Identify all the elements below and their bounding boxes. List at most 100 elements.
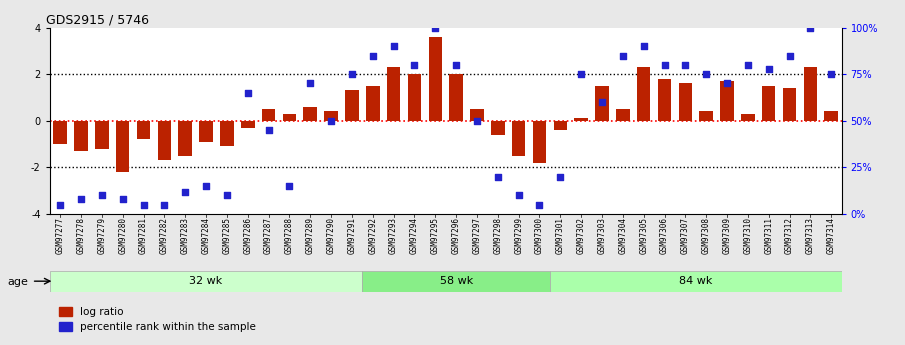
Text: GSM97279: GSM97279	[98, 217, 107, 254]
Bar	[595, 86, 609, 121]
Point	[345, 71, 359, 77]
Point	[53, 202, 68, 207]
Point	[824, 71, 838, 77]
Point	[511, 193, 526, 198]
Text: GSM97293: GSM97293	[389, 217, 398, 254]
Bar	[804, 67, 817, 121]
Text: GSM97285: GSM97285	[223, 217, 232, 254]
Point	[282, 183, 297, 189]
Text: GSM97295: GSM97295	[431, 217, 440, 254]
Text: GSM97287: GSM97287	[264, 217, 273, 254]
Text: GSM97300: GSM97300	[535, 217, 544, 254]
Bar	[471, 109, 484, 121]
Legend: log ratio, percentile rank within the sample: log ratio, percentile rank within the sa…	[55, 303, 260, 336]
Bar	[450, 74, 462, 121]
Bar	[386, 67, 400, 121]
Bar	[220, 121, 233, 146]
Point	[366, 53, 380, 58]
Text: GSM97282: GSM97282	[160, 217, 169, 254]
Bar	[95, 121, 109, 149]
Bar	[616, 109, 630, 121]
Bar	[533, 121, 547, 163]
Bar	[554, 121, 567, 130]
Point	[303, 81, 318, 86]
Text: GSM97281: GSM97281	[139, 217, 148, 254]
Point	[532, 202, 547, 207]
Point	[74, 196, 89, 202]
Text: GSM97311: GSM97311	[764, 217, 773, 254]
Text: GSM97277: GSM97277	[56, 217, 64, 254]
Bar	[762, 86, 776, 121]
Text: GSM97284: GSM97284	[202, 217, 211, 254]
Point	[386, 43, 401, 49]
Text: GSM97301: GSM97301	[556, 217, 565, 254]
Point	[241, 90, 255, 96]
Bar	[241, 121, 254, 128]
Text: GSM97312: GSM97312	[785, 217, 794, 254]
Bar	[429, 37, 442, 121]
Text: GSM97307: GSM97307	[681, 217, 690, 254]
Bar	[700, 111, 713, 121]
Point	[699, 71, 713, 77]
Text: GSM97297: GSM97297	[472, 217, 481, 254]
Point	[449, 62, 463, 68]
Point	[636, 43, 651, 49]
Point	[553, 174, 567, 179]
Point	[719, 81, 734, 86]
Text: GSM97310: GSM97310	[743, 217, 752, 254]
Point	[220, 193, 234, 198]
Text: 32 wk: 32 wk	[189, 276, 223, 286]
Text: GSM97283: GSM97283	[181, 217, 190, 254]
Text: 84 wk: 84 wk	[679, 276, 712, 286]
Bar	[720, 81, 734, 121]
Bar	[137, 121, 150, 139]
Bar	[512, 121, 526, 156]
Text: GDS2915 / 5746: GDS2915 / 5746	[46, 13, 148, 27]
Text: GSM97296: GSM97296	[452, 217, 461, 254]
Text: GSM97313: GSM97313	[805, 217, 814, 254]
Point	[199, 183, 214, 189]
Bar	[303, 107, 317, 121]
Point	[407, 62, 422, 68]
Text: GSM97309: GSM97309	[722, 217, 731, 254]
Bar	[116, 121, 129, 172]
Point	[595, 99, 609, 105]
Text: GSM97278: GSM97278	[77, 217, 86, 254]
Point	[262, 127, 276, 133]
Point	[470, 118, 484, 124]
Bar	[345, 90, 358, 121]
Bar	[362, 271, 550, 292]
Text: GSM97292: GSM97292	[368, 217, 377, 254]
Bar	[575, 118, 588, 121]
Point	[657, 62, 672, 68]
Bar	[178, 121, 192, 156]
Text: GSM97305: GSM97305	[639, 217, 648, 254]
Point	[178, 189, 193, 194]
Text: GSM97288: GSM97288	[285, 217, 294, 254]
Text: GSM97302: GSM97302	[576, 217, 586, 254]
Bar	[50, 271, 362, 292]
Bar	[550, 271, 842, 292]
Text: GSM97290: GSM97290	[327, 217, 336, 254]
Text: GSM97314: GSM97314	[827, 217, 835, 254]
Bar	[637, 67, 651, 121]
Point	[116, 196, 130, 202]
Text: GSM97304: GSM97304	[618, 217, 627, 254]
Bar	[658, 79, 672, 121]
Text: GSM97294: GSM97294	[410, 217, 419, 254]
Bar	[74, 121, 88, 151]
Bar	[679, 83, 692, 121]
Bar	[199, 121, 213, 142]
Bar	[262, 109, 275, 121]
Point	[782, 53, 796, 58]
Text: GSM97298: GSM97298	[493, 217, 502, 254]
Point	[95, 193, 110, 198]
Text: GSM97308: GSM97308	[701, 217, 710, 254]
Point	[678, 62, 692, 68]
Point	[761, 66, 776, 71]
Point	[574, 71, 588, 77]
Bar	[366, 86, 379, 121]
Bar	[783, 88, 796, 121]
Point	[803, 25, 817, 30]
Point	[615, 53, 630, 58]
